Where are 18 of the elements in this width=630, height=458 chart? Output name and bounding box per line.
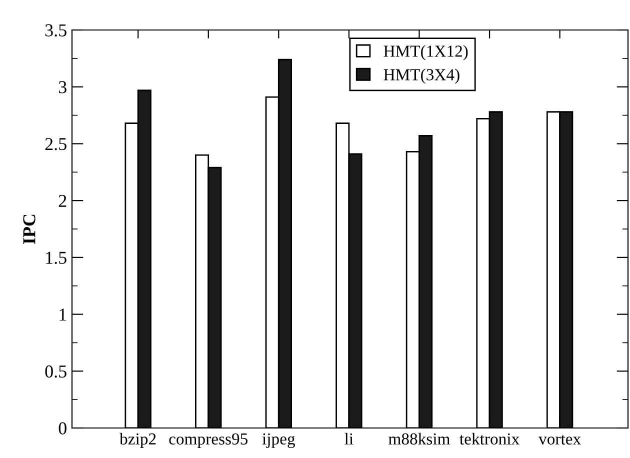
x-tick-label: ijpeg	[262, 433, 295, 448]
y-tick-label: 0	[58, 422, 66, 434]
x-tick-label: tektronix	[460, 432, 520, 445]
legend-label: HMT(1X12)	[384, 45, 468, 60]
legend-label: HMT(3X4)	[384, 68, 460, 84]
x-tick-label: compress95	[169, 433, 248, 448]
y-tick-label: 1.5	[46, 252, 66, 264]
y-tick-label: 1	[60, 308, 66, 321]
y-tick-label: 2	[58, 194, 66, 207]
y-tick-label: 3.5	[45, 24, 66, 37]
x-tick-label: bzip2	[120, 432, 156, 448]
y-tick-label: 3	[58, 81, 66, 94]
y-tick-label: 0.5	[45, 365, 66, 378]
x-tick-label: vortex	[538, 435, 581, 445]
x-tick-label: li	[344, 432, 354, 444]
y-axis-title: IPC	[23, 214, 36, 244]
x-tick-label: m88ksim	[388, 432, 450, 445]
y-tick-label: 2.5	[45, 138, 66, 150]
